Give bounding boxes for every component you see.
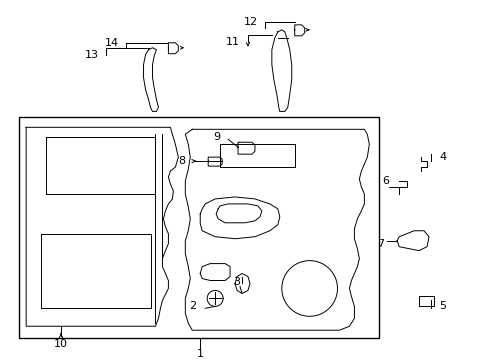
Text: 9: 9 (213, 132, 220, 142)
Text: 14: 14 (104, 38, 119, 48)
Text: 6: 6 (382, 176, 388, 186)
Text: 2: 2 (189, 301, 196, 311)
Text: 8: 8 (178, 156, 185, 166)
Text: 1: 1 (196, 349, 203, 359)
Text: 12: 12 (244, 17, 257, 27)
Text: 11: 11 (225, 37, 240, 47)
Bar (19, 117, 379, 338)
Text: 4: 4 (438, 152, 445, 162)
Text: 13: 13 (84, 50, 99, 60)
Text: 7: 7 (376, 239, 384, 249)
Text: 10: 10 (54, 339, 68, 349)
Text: 3: 3 (233, 278, 240, 288)
Text: 5: 5 (438, 301, 445, 311)
